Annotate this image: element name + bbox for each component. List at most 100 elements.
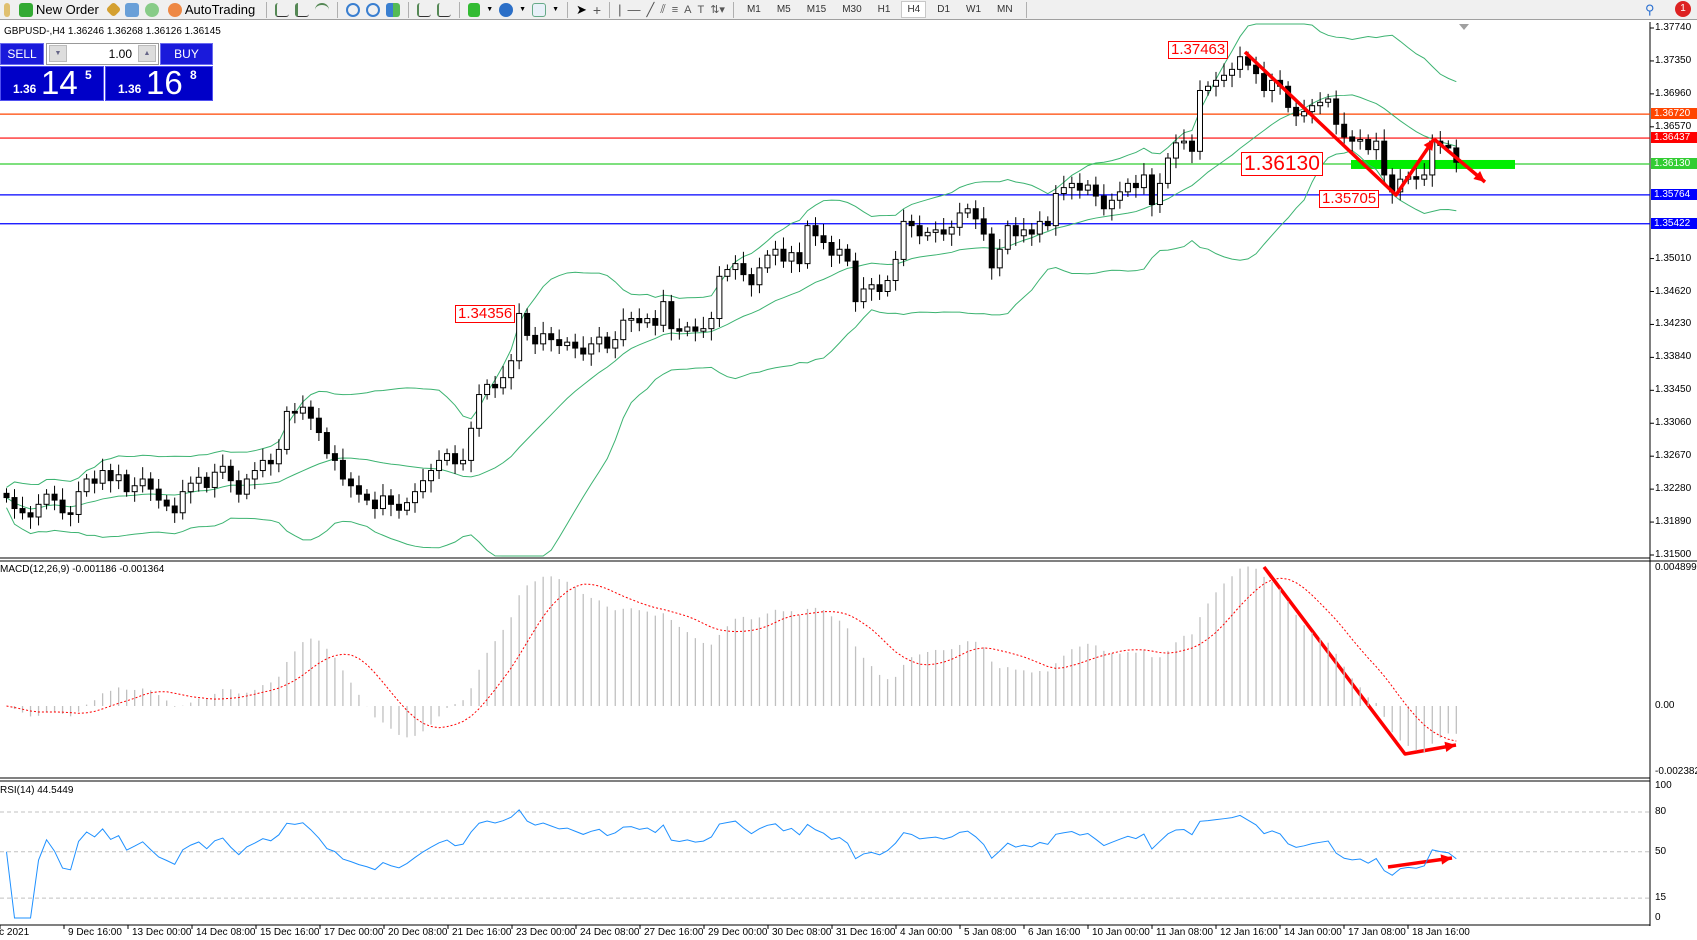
- tile-windows-icon[interactable]: [386, 2, 401, 17]
- bearish-candle: [668, 301, 675, 330]
- text-icon[interactable]: A: [684, 3, 692, 16]
- bearish-candle: [1028, 229, 1035, 235]
- bullish-candle: [99, 470, 106, 484]
- time-axis-label: 9 Dec 16:00: [68, 927, 122, 938]
- bearish-candle: [1100, 195, 1107, 210]
- bearish-candle: [908, 220, 915, 227]
- timeframe-m30[interactable]: M30: [842, 4, 862, 15]
- bullish-candle: [476, 394, 483, 429]
- price-tick-label: 1.33840: [1655, 351, 1692, 363]
- sell-button[interactable]: SELL: [0, 43, 44, 65]
- lot-increase-button[interactable]: ▲: [138, 45, 156, 62]
- auto-scroll-icon[interactable]: [417, 2, 432, 17]
- timeframe-h1[interactable]: H1: [877, 4, 891, 15]
- buy-price[interactable]: 1.36 16 8: [105, 64, 213, 101]
- level-annotation[interactable]: 1.36130: [1241, 152, 1323, 177]
- timeframe-m1[interactable]: M1: [746, 4, 761, 15]
- bearish-candle: [780, 248, 787, 262]
- bullish-candle: [1205, 85, 1211, 91]
- bearish-candle: [347, 478, 354, 487]
- zoom-tool-icon[interactable]: [4, 2, 10, 17]
- bearish-candle: [235, 480, 242, 495]
- autotrading-button[interactable]: AutoTrading: [165, 1, 258, 19]
- horizontal-line-icon[interactable]: —: [627, 2, 641, 17]
- bearish-candle: [67, 512, 74, 515]
- bullish-candle: [1221, 74, 1228, 81]
- bullish-candle: [1052, 193, 1059, 227]
- timeframe-d1[interactable]: D1: [937, 4, 951, 15]
- bearish-candle: [1132, 182, 1139, 189]
- price-tick-label: 1.37350: [1655, 54, 1692, 66]
- timeframe-mn[interactable]: MN: [997, 4, 1013, 15]
- bullish-candle: [75, 491, 82, 515]
- time-axis-label: 20 Dec 08:00: [388, 927, 448, 938]
- autotrading-label: AutoTrading: [184, 2, 256, 17]
- trendline-icon[interactable]: ╱: [646, 1, 655, 17]
- fibonacci-icon[interactable]: ≡: [671, 3, 679, 16]
- time-axis-label: 23 Dec 00:00: [516, 927, 576, 938]
- sell-price[interactable]: 1.36 14 5: [0, 64, 104, 101]
- rsi-label: RSI(14) 44.5449: [0, 785, 74, 796]
- timeframe-w1[interactable]: W1: [966, 4, 982, 15]
- december-high-annotation[interactable]: 1.34356: [455, 305, 516, 323]
- time-axis-label: 17 Dec 00:00: [324, 927, 384, 938]
- line-chart-icon[interactable]: [315, 2, 330, 17]
- bar-chart-icon[interactable]: [275, 2, 290, 17]
- notification-badge[interactable]: 1: [1675, 1, 1691, 17]
- data-window-icon[interactable]: [124, 2, 139, 17]
- bearish-candle: [812, 225, 819, 237]
- bearish-candle: [1413, 176, 1420, 180]
- level-price-tag: 1.36720: [1651, 108, 1697, 120]
- buy-price-pipette: 8: [190, 68, 197, 82]
- vertical-line-icon[interactable]: |: [618, 2, 622, 17]
- bullish-candle: [444, 453, 451, 461]
- zoom-out-icon[interactable]: [366, 2, 381, 17]
- bullish-candle: [756, 267, 763, 286]
- new-order-label: New Order: [36, 2, 99, 17]
- bearish-candle: [387, 495, 394, 505]
- cursor-icon[interactable]: ➤: [576, 1, 587, 17]
- templates-icon[interactable]: [532, 2, 547, 17]
- bearish-candle: [676, 328, 683, 332]
- rsi-line: [6, 809, 1457, 919]
- timeframe-m15[interactable]: M15: [806, 4, 827, 15]
- buy-button[interactable]: BUY: [160, 43, 213, 65]
- indicators-icon[interactable]: [468, 2, 481, 17]
- lot-decrease-button[interactable]: ▼: [49, 45, 67, 62]
- timeframe-h4[interactable]: H4: [901, 1, 927, 18]
- arrows-icon[interactable]: ⇅▾: [710, 4, 725, 16]
- channel-icon[interactable]: ⫽: [660, 2, 666, 16]
- bullish-candle: [35, 503, 42, 518]
- bullish-candle: [139, 478, 146, 487]
- periods-icon[interactable]: [499, 2, 514, 17]
- bullish-candle: [251, 470, 258, 480]
- new-order-button[interactable]: New Order: [16, 1, 102, 19]
- bearish-candle: [1012, 225, 1019, 237]
- candlestick-icon[interactable]: [295, 2, 310, 17]
- bullish-candle: [948, 226, 955, 235]
- search-icon[interactable]: ⚲: [1645, 1, 1655, 17]
- low-price-annotation[interactable]: 1.35705: [1319, 190, 1380, 208]
- bearish-candle: [940, 229, 947, 235]
- timeframe-m5[interactable]: M5: [776, 4, 791, 15]
- bearish-candle: [27, 512, 34, 518]
- bullish-candle: [436, 459, 443, 472]
- bearish-candle: [1293, 106, 1300, 117]
- chart-shift-icon[interactable]: [437, 2, 452, 17]
- time-axis-label: 15 Dec 16:00: [260, 927, 320, 938]
- bullish-candle: [788, 252, 795, 262]
- high-price-annotation[interactable]: 1.37463: [1168, 41, 1229, 59]
- bearish-candle: [331, 453, 338, 461]
- crosshair-icon[interactable]: +: [592, 1, 602, 18]
- price-forecast-arrow: [1432, 137, 1487, 184]
- zoom-in-icon[interactable]: [346, 2, 361, 17]
- bullish-candle: [259, 459, 266, 472]
- bearish-candle: [355, 485, 362, 495]
- signals-icon[interactable]: [144, 2, 159, 17]
- bearish-candle: [19, 508, 26, 514]
- bearish-candle: [452, 453, 459, 465]
- text-label-icon[interactable]: T: [697, 3, 705, 16]
- lot-size-input[interactable]: 1.00: [46, 43, 159, 65]
- time-axis-label: 31 Dec 16:00: [836, 927, 896, 938]
